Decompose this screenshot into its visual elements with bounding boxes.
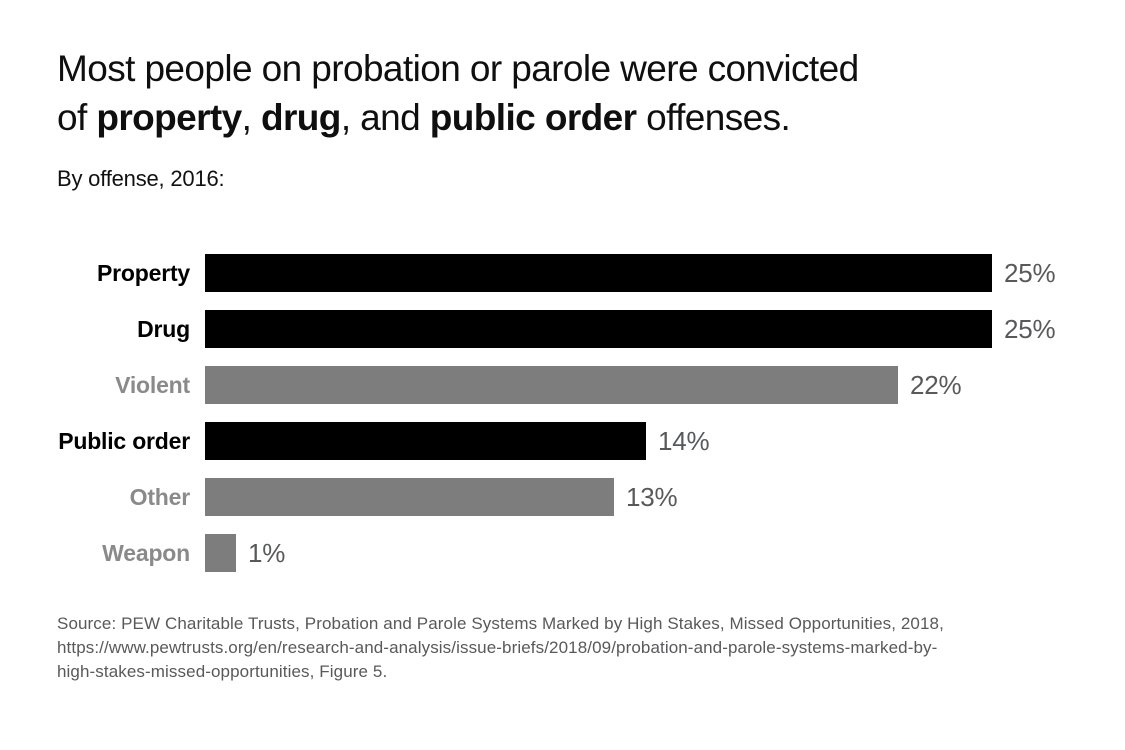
category-label: Property [97, 259, 190, 286]
value-label: 25% [1004, 313, 1056, 344]
title-segment: drug [261, 97, 341, 138]
value-label: 13% [626, 481, 678, 512]
title-segment: Most people on probation or parole were … [57, 48, 859, 89]
chart-subtitle: By offense, 2016: [57, 166, 225, 191]
bar [205, 366, 898, 404]
source-line: high-stakes-missed-opportunities, Figure… [57, 662, 388, 681]
category-label: Drug [137, 315, 190, 342]
bar [205, 254, 992, 292]
value-label: 22% [910, 369, 962, 400]
bar [205, 422, 646, 460]
source-note: Source: PEW Charitable Trusts, Probation… [57, 612, 1085, 684]
value-label: 14% [658, 425, 710, 456]
title-segment: , [241, 97, 261, 138]
bar-row: Drug 25% [57, 310, 1085, 348]
value-label: 25% [1004, 257, 1056, 288]
category-label: Violent [115, 371, 190, 398]
category-label: Other [129, 483, 191, 510]
bar-row: Violent 22% [57, 366, 1085, 404]
bar-row: Weapon 1% [57, 534, 1085, 572]
bar [205, 478, 614, 516]
bar-chart: Property 25% Drug 25% Violent 22% Public order… [57, 254, 1085, 572]
title-segment: , and [340, 97, 430, 138]
category-label: Public order [58, 427, 190, 454]
value-label: 1% [248, 537, 286, 568]
bar-row: Other 13% [57, 478, 1085, 516]
title-segment: of [57, 97, 97, 138]
title-segment: property [96, 97, 242, 138]
source-line: https://www.pewtrusts.org/en/research-an… [57, 638, 938, 657]
bar-row: Property 25% [57, 254, 1085, 292]
bar [205, 534, 236, 572]
title-segment: public order [429, 97, 637, 138]
title-segment: offenses. [636, 97, 791, 138]
category-label: Weapon [102, 539, 190, 566]
source-line: Source: PEW Charitable Trusts, Probation… [57, 614, 944, 633]
bar-row: Public order 14% [57, 422, 1085, 460]
chart-title: Most people on probation or parole were … [57, 44, 1085, 142]
bar [205, 310, 992, 348]
